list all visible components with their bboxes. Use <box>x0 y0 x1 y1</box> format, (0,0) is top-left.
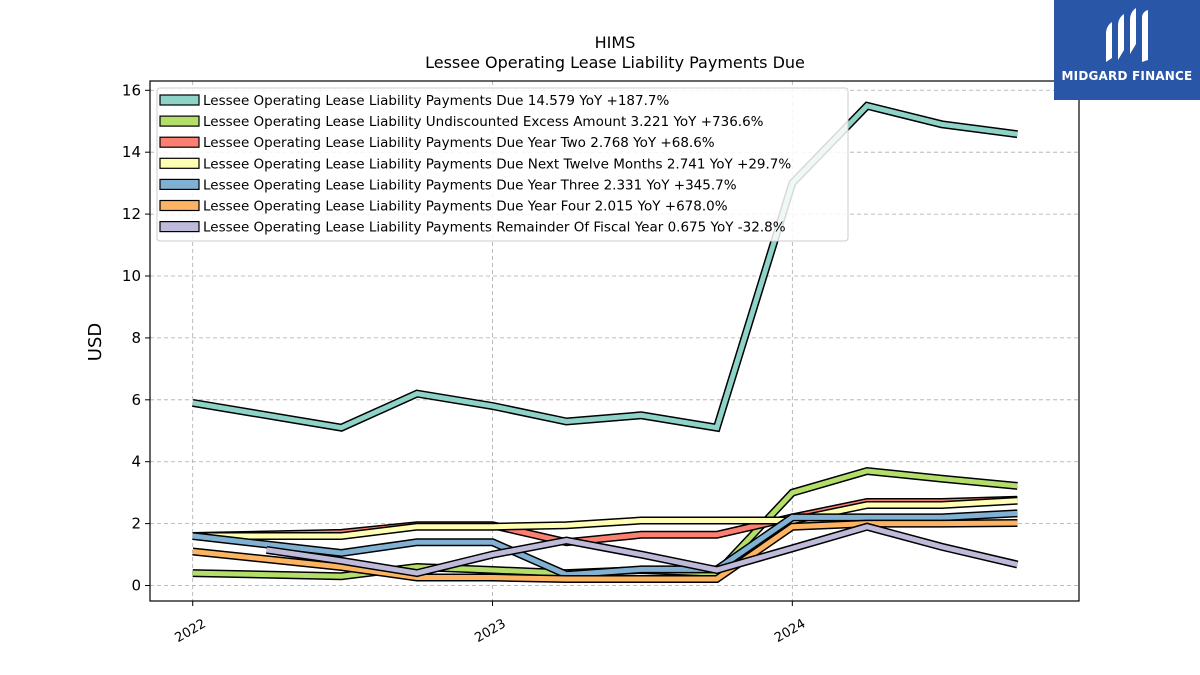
legend-box <box>156 87 849 242</box>
series-line-3 <box>192 496 1018 540</box>
y-tick-label: 0 <box>131 577 141 595</box>
legend-swatch <box>159 115 200 127</box>
series-lines <box>192 101 1019 583</box>
y-tick-label: 14 <box>122 143 141 161</box>
legend-label: Lessee Operating Lease Liability Payment… <box>203 199 728 215</box>
legend-item: Lessee Operating Lease Liability Payment… <box>159 177 737 193</box>
legend-label: Lessee Operating Lease Liability Payment… <box>203 135 715 151</box>
plot-frame <box>149 80 1080 602</box>
y-axis-label: USD <box>85 323 106 361</box>
y-tick-label: 10 <box>122 267 141 285</box>
y-tick-label: 16 <box>122 81 141 99</box>
legend-swatch <box>159 221 200 233</box>
series-line-stroke <box>192 520 1018 582</box>
y-tick-label: 2 <box>131 515 141 533</box>
series-line-stroke <box>192 103 1018 431</box>
legend-swatch <box>159 94 200 106</box>
x-tick-label: 2023 <box>472 616 508 646</box>
legend-item: Lessee Operating Lease Liability Payment… <box>159 220 786 236</box>
legend-item: Lessee Operating Lease Liability Payment… <box>159 135 715 151</box>
y-tick-label: 4 <box>131 453 141 471</box>
legend-label: Lessee Operating Lease Liability Payment… <box>203 177 737 193</box>
chart-subtitle: Lessee Operating Lease Liability Payment… <box>425 53 805 72</box>
brand-logo: MIDGARD FINANCE <box>1054 0 1200 100</box>
legend-item: Lessee Operating Lease Liability Payment… <box>159 93 669 109</box>
series-line-0 <box>192 101 1018 433</box>
brand-name: MIDGARD FINANCE <box>1061 69 1193 83</box>
legend-swatch <box>159 136 200 148</box>
legend-item: Lessee Operating Lease Liability Payment… <box>159 199 728 215</box>
legend-swatch <box>159 178 200 190</box>
y-tick-label: 8 <box>131 329 141 347</box>
series-line-6 <box>266 522 1019 578</box>
y-tick-label: 6 <box>131 391 141 409</box>
series-line-stroke <box>192 510 1018 578</box>
series-line-4 <box>192 509 1018 579</box>
legend-swatch <box>159 199 200 212</box>
legend-label: Lessee Operating Lease Liability Payment… <box>203 220 786 236</box>
brand-mark-icon <box>1106 8 1148 62</box>
legend-label: Lessee Operating Lease Liability Payment… <box>203 156 791 172</box>
chart-title: HIMS <box>595 33 636 52</box>
legend-item: Lessee Operating Lease Liability Payment… <box>159 156 791 172</box>
y-tick-label: 12 <box>122 205 141 223</box>
legend-label: Lessee Operating Lease Liability Undisco… <box>203 114 764 130</box>
legend-swatch <box>159 157 200 169</box>
series-line-stroke <box>266 524 1018 576</box>
legend: Lessee Operating Lease Liability Payment… <box>156 87 849 242</box>
legend-label: Lessee Operating Lease Liability Payment… <box>203 93 669 109</box>
x-tick-label: 2024 <box>772 616 808 646</box>
legend-item: Lessee Operating Lease Liability Undisco… <box>159 114 764 130</box>
x-tick-label: 2022 <box>173 616 209 646</box>
series-line-5 <box>192 519 1018 583</box>
series-line-stroke <box>192 498 1018 539</box>
